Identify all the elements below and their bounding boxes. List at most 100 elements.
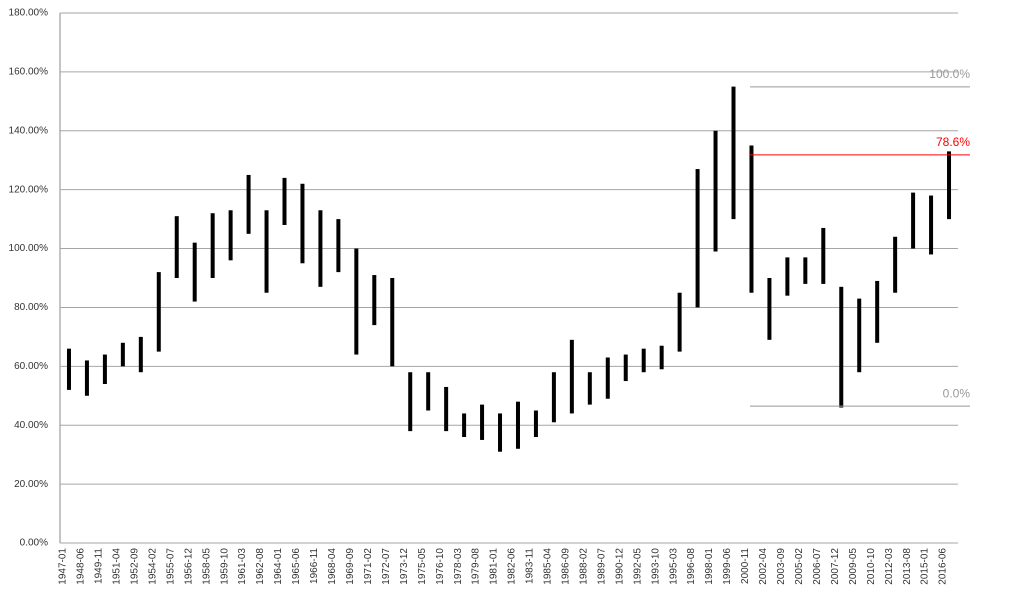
range-bar [821,227,826,284]
x-tick-label: 1955-07 [165,548,176,585]
x-tick-label: 1995-03 [668,548,679,585]
x-tick-label: 1951-04 [112,548,123,585]
range-bar [515,401,520,449]
range-bar [66,348,71,390]
x-tick-label: 1992-05 [632,548,643,585]
range-bar [659,345,664,370]
range-bar [749,145,754,293]
range-bar [174,216,179,278]
x-tick-label: 1985-04 [543,548,554,585]
x-tick-label: 2003-09 [776,548,787,585]
range-bar [767,278,772,340]
x-tick-label: 2010-10 [866,548,877,585]
x-tick-label: 1975-05 [417,548,428,585]
range-bar [264,210,269,293]
x-tick-label: 1979-08 [471,548,482,585]
range-bar [210,213,215,278]
x-tick-label: 2016-06 [938,548,949,585]
range-bar [426,372,431,411]
x-tick-label: 1965-06 [291,548,302,585]
x-tick-label: 1973-12 [399,548,410,585]
x-tick-label: 1990-12 [614,548,625,585]
x-tick-label: 1998-01 [704,548,715,585]
range-bar [444,386,449,432]
x-tick-label: 1993-10 [650,548,661,585]
range-bar [246,174,251,234]
x-tick-label: 1958-05 [201,548,212,585]
range-bar [911,192,916,249]
x-tick-label: 1982-06 [507,548,518,585]
range-bar [533,410,538,437]
x-tick-label: 2005-02 [794,548,805,585]
range-bar [300,183,305,264]
x-tick-label: 1969-09 [345,548,356,585]
x-tick-label: 1981-01 [489,548,500,585]
x-tick-label: 2012-03 [884,548,895,585]
range-bar [84,360,89,396]
x-tick-label: 1978-03 [453,548,464,585]
range-bar [480,404,485,440]
range-bar [390,278,395,367]
range-bar [623,354,628,382]
x-tick-label: 2000-11 [740,548,751,584]
x-tick-label: 1972-07 [381,548,392,585]
x-tick-label: 2002-04 [758,548,769,585]
range-bar [587,372,592,405]
x-tick-label: 1952-09 [129,548,140,585]
y-tick-label: 180.00% [9,8,49,19]
range-bar [713,130,718,252]
range-bar [569,339,574,414]
x-tick-label: 1988-02 [578,548,589,585]
range-bar [785,257,790,296]
x-tick-label: 1968-04 [327,548,338,585]
x-tick-label: 1949-11 [94,548,105,584]
y-tick-label: 140.00% [9,125,49,136]
range-bar [354,248,359,355]
range-bar [731,86,736,220]
range-bar [120,342,125,367]
x-tick-label: 1976-10 [435,548,446,585]
fib-label: 78.6% [936,135,970,149]
range-bar [498,413,503,452]
x-tick-label: 1948-06 [76,548,87,585]
y-tick-label: 0.00% [20,538,48,549]
range-bar [803,257,808,284]
range-bar [408,372,413,432]
x-tick-label: 2015-01 [920,548,931,585]
y-tick-label: 20.00% [14,479,48,490]
x-tick-label: 1961-03 [237,548,248,585]
range-bar [929,195,934,255]
x-tick-label: 1986-09 [561,548,572,585]
x-tick-label: 1996-08 [686,548,697,585]
range-bar [282,177,287,225]
y-tick-label: 80.00% [14,302,48,313]
range-bar [695,169,700,308]
x-tick-label: 2006-07 [812,548,823,585]
x-tick-label: 1956-12 [183,548,194,585]
range-bar [839,286,844,408]
range-bar [551,372,556,423]
x-tick-label: 1999-06 [722,548,733,585]
x-tick-label: 2009-05 [848,548,859,585]
range-bar [336,219,341,273]
range-bar [875,280,880,343]
x-tick-label: 1954-02 [147,548,158,585]
y-tick-label: 60.00% [14,361,48,372]
x-tick-label: 1989-07 [596,548,607,585]
y-tick-label: 160.00% [9,67,49,78]
x-tick-label: 1966-11 [309,548,320,584]
x-tick-label: 1959-10 [219,548,230,585]
y-tick-label: 40.00% [14,420,48,431]
range-bar [641,348,646,373]
range-bar [156,272,161,352]
range-bar [228,210,233,261]
range-bar [318,210,323,287]
x-tick-label: 1947-01 [58,548,69,585]
fib-label: 100.0% [929,67,970,81]
x-tick-label: 2007-12 [830,548,841,585]
range-bar [893,236,898,293]
range-bar [138,336,143,373]
range-bar [857,298,862,373]
x-tick-label: 1962-08 [255,548,266,585]
